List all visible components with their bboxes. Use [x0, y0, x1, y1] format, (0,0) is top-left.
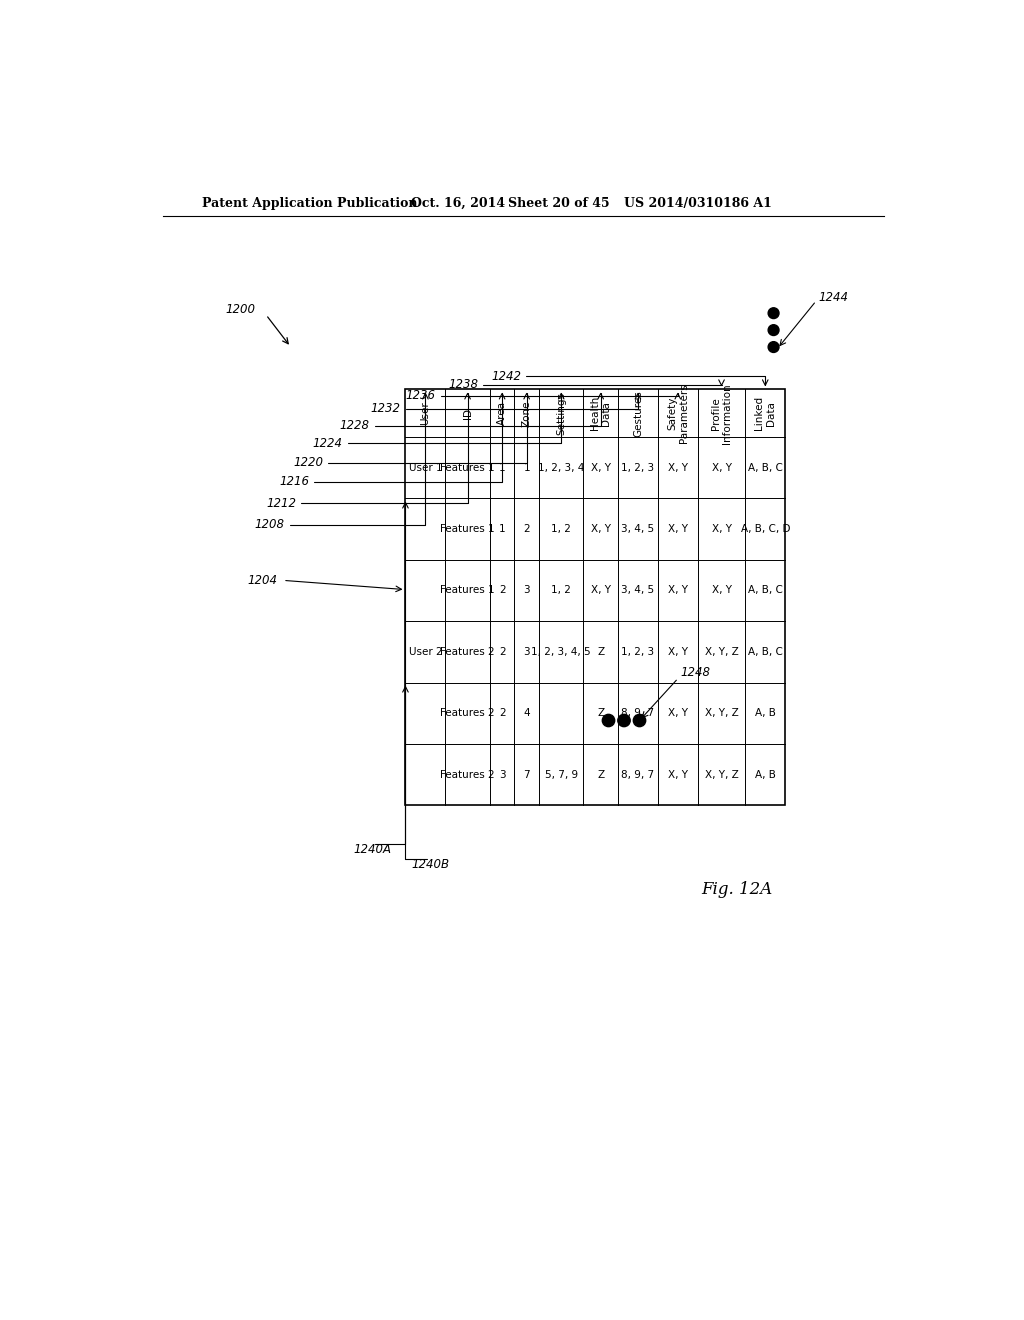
Text: A, B, C: A, B, C [748, 647, 782, 657]
Text: Settings: Settings [556, 392, 566, 434]
Text: Oct. 16, 2014: Oct. 16, 2014 [411, 197, 505, 210]
Text: X, Y: X, Y [668, 709, 688, 718]
Text: 1, 2: 1, 2 [551, 524, 571, 535]
Text: User 2: User 2 [409, 647, 442, 657]
Text: 2: 2 [523, 524, 530, 535]
Text: X, Y: X, Y [668, 524, 688, 535]
Text: Zone: Zone [521, 400, 531, 426]
Text: Features 1: Features 1 [440, 586, 495, 595]
Text: Patent Application Publication: Patent Application Publication [202, 197, 417, 210]
Text: 1216: 1216 [280, 475, 309, 488]
Text: X, Y: X, Y [668, 647, 688, 657]
Text: 4: 4 [523, 709, 530, 718]
Text: 5, 7, 9: 5, 7, 9 [545, 770, 578, 780]
Text: 3: 3 [523, 647, 530, 657]
Text: 3, 4, 5: 3, 4, 5 [622, 524, 654, 535]
Circle shape [768, 308, 779, 318]
Circle shape [633, 714, 646, 726]
Text: X, Y: X, Y [591, 463, 610, 473]
Bar [406, 389, 785, 805]
Text: US 2014/0310186 A1: US 2014/0310186 A1 [624, 197, 772, 210]
Text: Area: Area [497, 401, 507, 425]
Text: X, Y: X, Y [591, 586, 610, 595]
Text: 8, 9, 7: 8, 9, 7 [622, 709, 654, 718]
Text: 1, 2, 3: 1, 2, 3 [622, 463, 654, 473]
Text: 1: 1 [499, 524, 506, 535]
Text: 7: 7 [523, 770, 530, 780]
Text: 1240A: 1240A [353, 842, 391, 855]
Text: Gestures: Gestures [633, 389, 643, 437]
Text: Profile
Information: Profile Information [711, 383, 732, 444]
Text: 3: 3 [499, 770, 506, 780]
Text: Features 1: Features 1 [440, 524, 495, 535]
Text: Sheet 20 of 45: Sheet 20 of 45 [508, 197, 609, 210]
Text: 1200: 1200 [226, 302, 256, 315]
Text: X, Y: X, Y [591, 524, 610, 535]
Text: X, Y, Z: X, Y, Z [705, 770, 738, 780]
Text: 1, 2: 1, 2 [551, 586, 571, 595]
Text: 1244: 1244 [818, 290, 849, 304]
Text: Features 1: Features 1 [440, 463, 495, 473]
Text: 1242: 1242 [490, 370, 521, 383]
Circle shape [617, 714, 630, 726]
Text: 1232: 1232 [371, 403, 400, 416]
Text: ID: ID [463, 408, 473, 418]
Text: User: User [421, 401, 430, 425]
Text: 1: 1 [523, 463, 530, 473]
Text: 8, 9, 7: 8, 9, 7 [622, 770, 654, 780]
Circle shape [768, 325, 779, 335]
Text: X, Y: X, Y [712, 524, 731, 535]
Text: Linked
Data: Linked Data [755, 396, 776, 430]
Text: Features 2: Features 2 [440, 709, 495, 718]
Text: 2: 2 [499, 586, 506, 595]
Text: A, B, C: A, B, C [748, 586, 782, 595]
Text: Z: Z [597, 770, 604, 780]
Text: Features 2: Features 2 [440, 770, 495, 780]
Text: 1240B: 1240B [412, 858, 450, 871]
Text: 1, 2, 3, 4, 5: 1, 2, 3, 4, 5 [531, 647, 591, 657]
Text: 1212: 1212 [266, 496, 296, 510]
Text: 3, 4, 5: 3, 4, 5 [622, 586, 654, 595]
Text: 1208: 1208 [255, 519, 285, 532]
Text: 1228: 1228 [340, 418, 370, 432]
Circle shape [768, 342, 779, 352]
Text: Z: Z [597, 647, 604, 657]
Text: Z: Z [597, 709, 604, 718]
Text: X, Y: X, Y [668, 463, 688, 473]
Text: X, Y: X, Y [668, 770, 688, 780]
Text: X, Y, Z: X, Y, Z [705, 709, 738, 718]
Text: A, B, C, D: A, B, C, D [740, 524, 790, 535]
Text: 1204: 1204 [248, 574, 278, 587]
Text: Features 2: Features 2 [440, 647, 495, 657]
Text: 2: 2 [499, 647, 506, 657]
Text: X, Y: X, Y [668, 586, 688, 595]
Text: 1220: 1220 [293, 455, 324, 469]
Text: Fig. 12A: Fig. 12A [701, 882, 773, 899]
Text: 1248: 1248 [681, 667, 711, 680]
Text: Health
Data: Health Data [590, 396, 611, 430]
Text: 1, 2, 3: 1, 2, 3 [622, 647, 654, 657]
Text: 3: 3 [523, 586, 530, 595]
Text: 2: 2 [499, 709, 506, 718]
Text: 1238: 1238 [449, 379, 478, 391]
Text: X, Y: X, Y [712, 586, 731, 595]
Text: User 1: User 1 [409, 463, 442, 473]
Text: A, B, C: A, B, C [748, 463, 782, 473]
Text: A, B: A, B [755, 709, 776, 718]
Text: A, B: A, B [755, 770, 776, 780]
Text: Safety
Parameters: Safety Parameters [667, 383, 688, 444]
Text: 1, 2, 3, 4: 1, 2, 3, 4 [538, 463, 585, 473]
Text: 1236: 1236 [406, 389, 435, 403]
Text: 1224: 1224 [312, 437, 343, 450]
Text: X, Y: X, Y [712, 463, 731, 473]
Text: X, Y, Z: X, Y, Z [705, 647, 738, 657]
Circle shape [602, 714, 614, 726]
Text: 1: 1 [499, 463, 506, 473]
